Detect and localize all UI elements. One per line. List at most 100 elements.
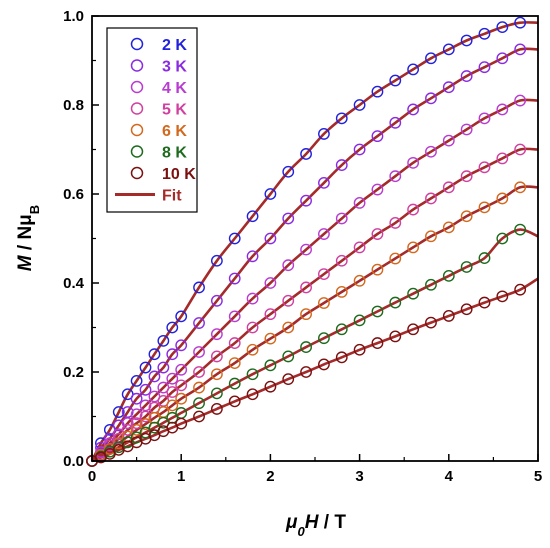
data-point-3k: [353, 143, 366, 156]
legend-label: 3 K: [162, 59, 187, 76]
data-point-3k: [460, 70, 473, 82]
data-point-6k: [460, 210, 473, 223]
data-point-3k: [407, 103, 420, 116]
data-point-8k: [157, 416, 170, 429]
data-point-3k: [478, 61, 491, 74]
data-point-5k: [407, 203, 420, 216]
data-point-5k: [514, 143, 527, 156]
data-point-2k: [300, 148, 312, 160]
data-point-5k: [389, 217, 402, 229]
y-axis-label-subscript: B: [27, 205, 42, 214]
data-point-10k: [371, 337, 384, 349]
x-axis-label-unit: / T: [318, 512, 346, 533]
data-point-3k: [166, 348, 179, 361]
data-point-10k: [246, 388, 259, 401]
legend-marker: [130, 102, 144, 115]
data-point-3k: [514, 43, 527, 56]
legend-marker: [130, 145, 144, 158]
data-point-6k: [442, 221, 455, 234]
data-point-6k: [425, 230, 437, 243]
data-point-2k: [264, 188, 277, 200]
x-tick-label: 4: [445, 468, 454, 485]
x-axis-label: μ0H / T: [285, 512, 346, 539]
data-point-8k: [460, 261, 473, 273]
data-point-8k: [300, 341, 312, 353]
legend-label: 5 K: [162, 102, 187, 119]
data-point-2k: [210, 254, 223, 267]
data-point-5k: [335, 254, 348, 267]
data-point-5k: [353, 241, 366, 254]
data-point-10k: [210, 403, 223, 415]
data-point-4k: [353, 196, 366, 209]
legend-marker: [130, 80, 144, 94]
legend-label: 4 K: [162, 80, 187, 97]
data-point-5k: [193, 366, 205, 378]
data-point-10k: [514, 283, 527, 296]
data-point-8k: [514, 223, 527, 236]
data-point-5k: [318, 268, 330, 280]
data-point-2k: [130, 374, 143, 387]
data-point-2k: [175, 310, 188, 323]
data-point-4k: [514, 94, 527, 107]
x-axis-label-variable: H: [305, 512, 320, 533]
data-point-10k: [407, 323, 420, 336]
data-point-2k: [228, 232, 241, 245]
fit-curve-3k: [90, 47, 539, 462]
data-point-5k: [371, 228, 384, 240]
data-point-8k: [282, 350, 295, 363]
data-point-5k: [228, 337, 241, 349]
data-point-2k: [389, 74, 402, 87]
data-point-4k: [300, 243, 312, 256]
data-point-6k: [246, 343, 259, 356]
data-point-2k: [371, 85, 384, 98]
data-point-2k: [139, 361, 152, 374]
data-point-5k: [139, 410, 152, 423]
data-point-3k: [425, 92, 437, 105]
data-point-6k: [210, 368, 223, 381]
data-point-2k: [246, 210, 259, 223]
data-point-3k: [139, 383, 152, 396]
data-point-4k: [264, 277, 277, 289]
data-point-4k: [228, 310, 241, 323]
data-point-10k: [282, 373, 295, 386]
data-point-2k: [318, 128, 330, 140]
legend-label: 8 K: [162, 145, 187, 162]
data-point-4k: [335, 212, 348, 225]
data-point-3k: [175, 339, 188, 352]
legend-marker: [130, 123, 144, 137]
data-point-3k: [193, 317, 205, 329]
data-point-8k: [130, 431, 143, 444]
data-point-2k: [335, 112, 348, 125]
data-point-6k: [193, 381, 205, 394]
data-point-5k: [264, 308, 277, 321]
data-point-6k: [478, 201, 491, 214]
data-point-3k: [121, 406, 134, 418]
fit-curve-4k: [91, 98, 539, 462]
data-point-4k: [460, 123, 473, 136]
data-point-10k: [442, 310, 455, 322]
data-point-5k: [282, 294, 295, 307]
x-tick-label: 5: [534, 468, 542, 485]
data-point-6k: [282, 321, 295, 334]
data-point-5k: [210, 350, 223, 363]
data-point-2k: [157, 334, 170, 347]
data-point-6k: [300, 308, 312, 321]
data-point-8k: [496, 232, 509, 245]
data-point-8k: [264, 359, 277, 372]
data-point-4k: [496, 103, 509, 116]
y-tick-label: 0.2: [63, 364, 84, 381]
data-point-6k: [371, 263, 384, 276]
data-point-4k: [121, 417, 134, 430]
data-point-8k: [246, 368, 259, 381]
x-axis-label-mu: μ: [285, 512, 298, 533]
data-point-5k: [166, 386, 179, 398]
data-point-2k: [193, 281, 205, 294]
data-point-2k: [460, 34, 473, 47]
data-point-4k: [371, 183, 384, 196]
legend-marker: [130, 37, 144, 51]
x-axis-label-subscript: 0: [298, 524, 306, 539]
y-axis-label-mu: μ: [15, 214, 36, 226]
x-tick-label: 3: [355, 468, 363, 485]
legend: 2 K 3 K 4 K 5 K 6 K 8 K 10 K Fit: [106, 27, 198, 213]
